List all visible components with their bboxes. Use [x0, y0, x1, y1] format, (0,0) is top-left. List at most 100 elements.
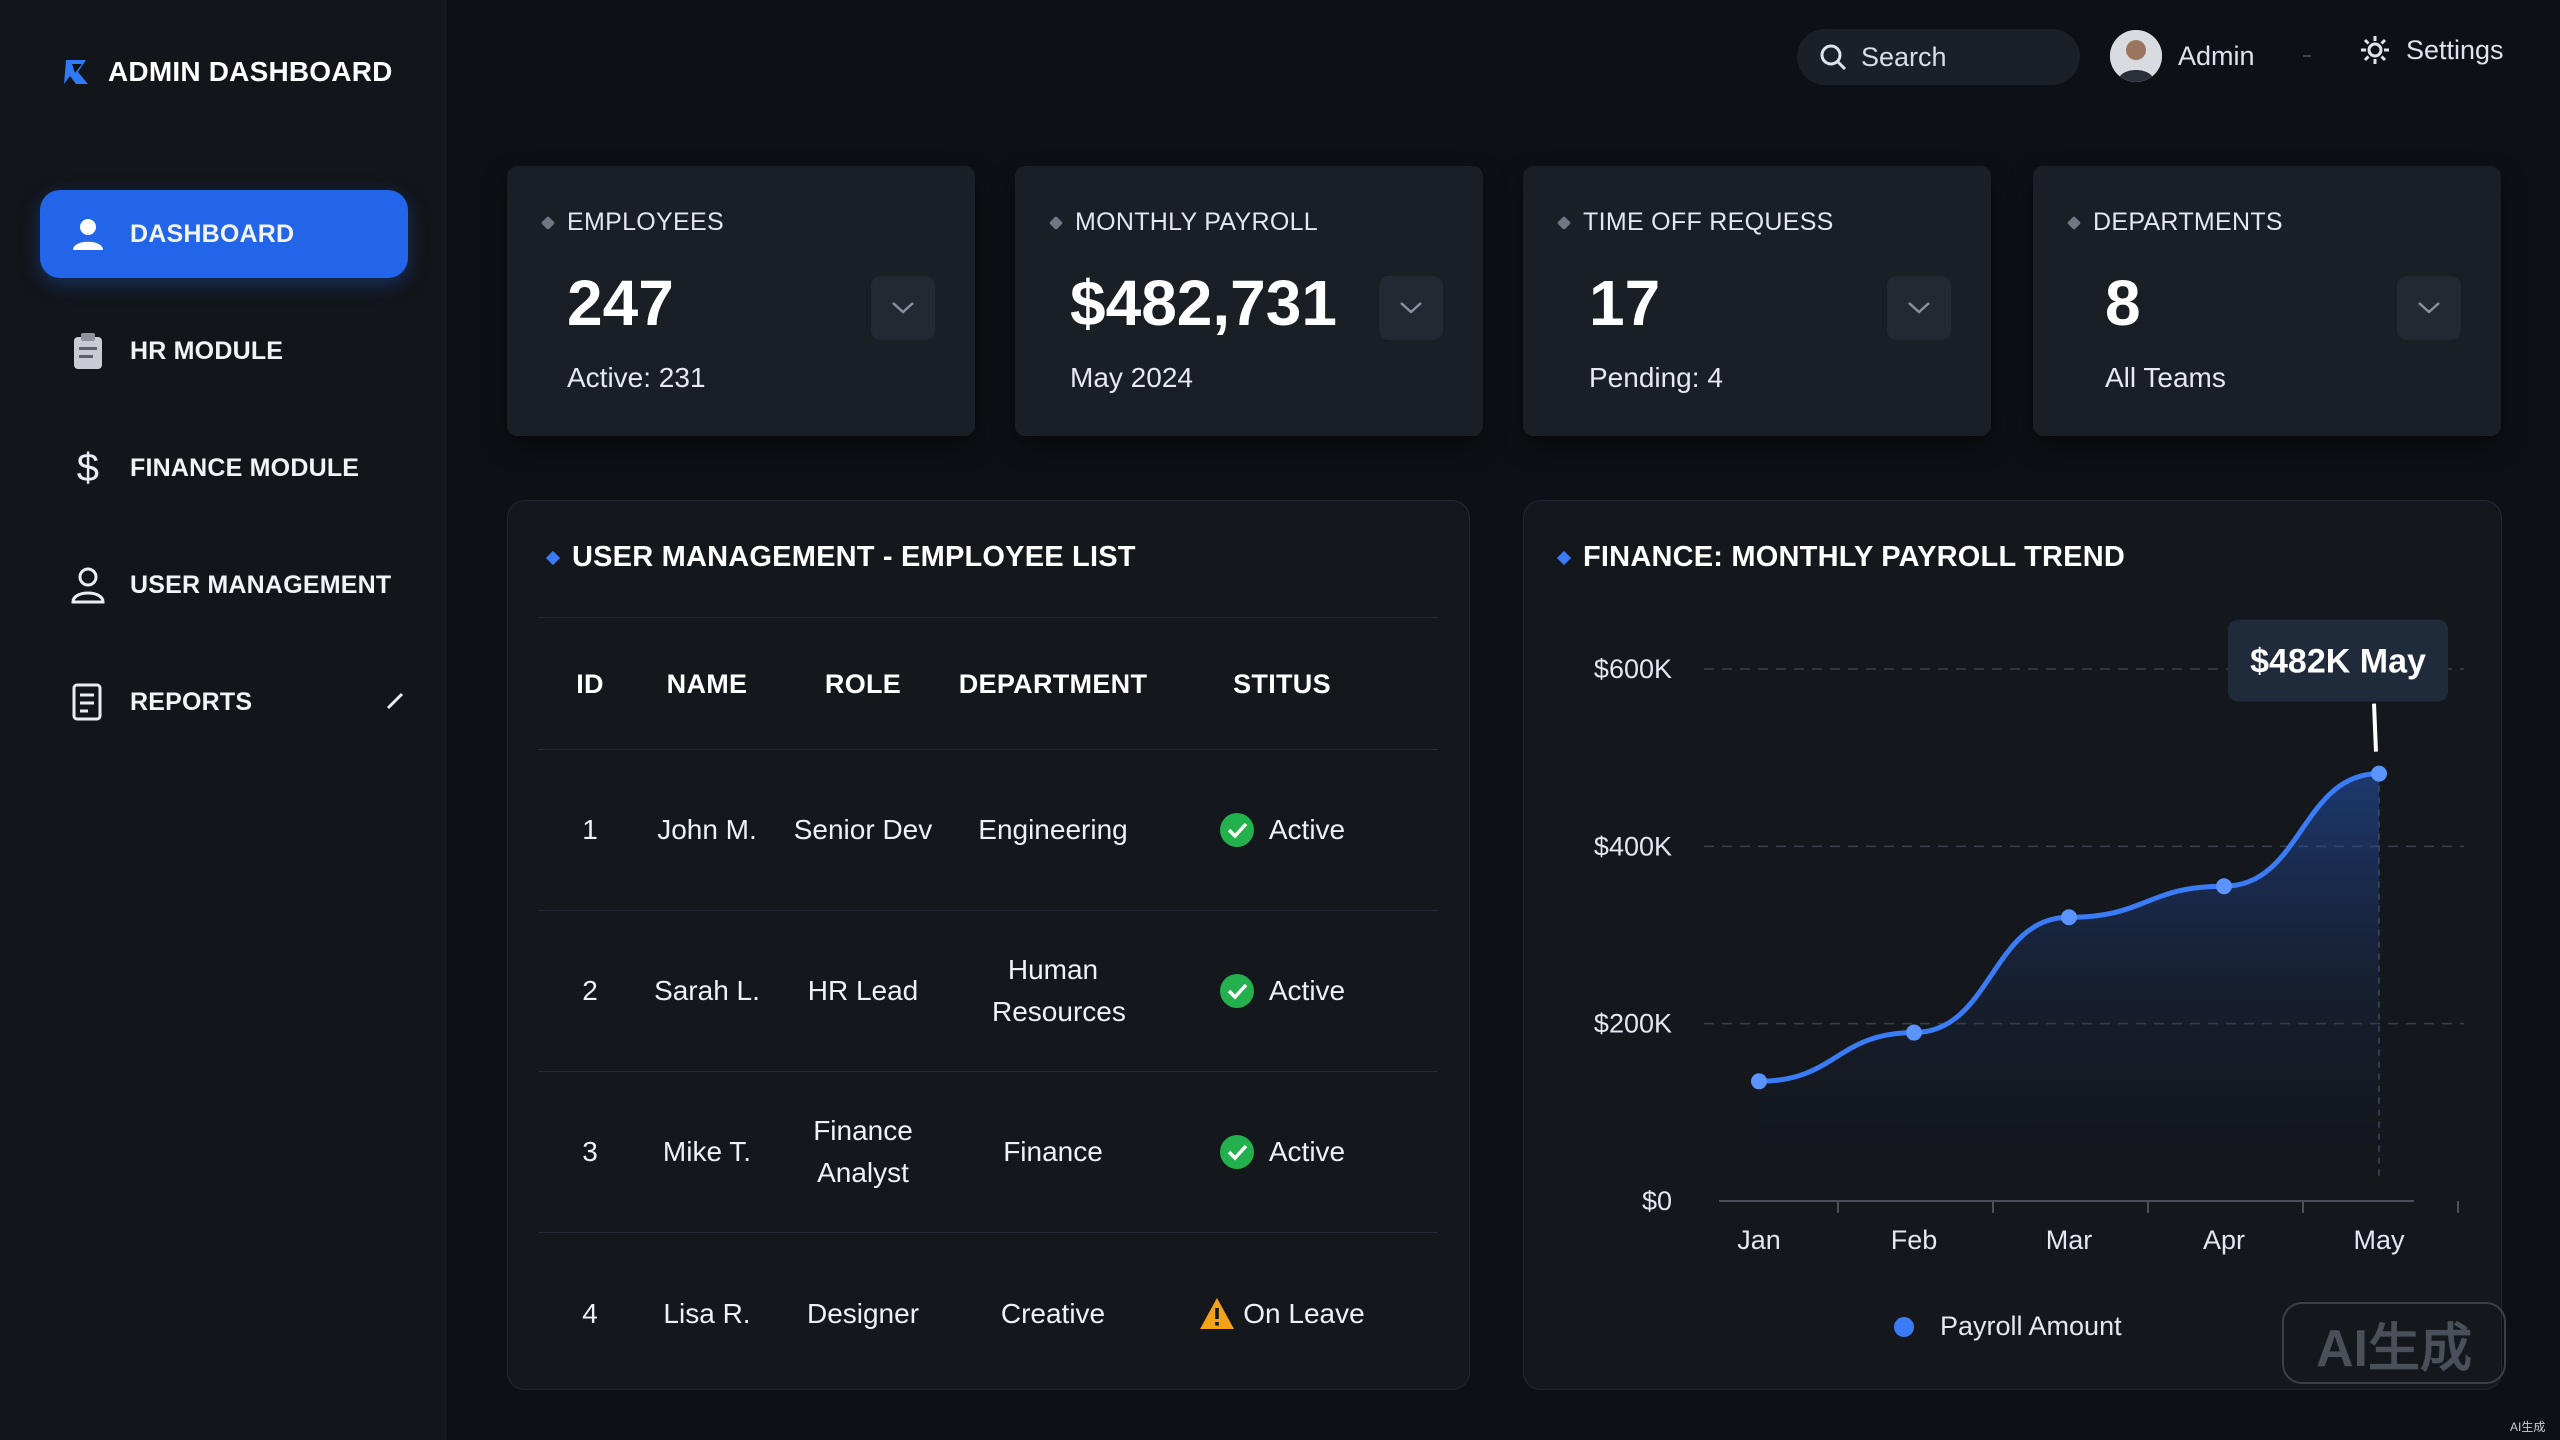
cell-name: Mike T.	[662, 1136, 752, 1167]
y-tick-label: $600K	[1594, 654, 1672, 684]
corner-watermark: AI生成	[2510, 1420, 2546, 1434]
stat-label: TIME OFF REQUESS	[1583, 208, 1834, 236]
legend-label: Payroll Amount	[1940, 1311, 2122, 1341]
cell-id: 2	[582, 975, 598, 1006]
cell-status: Active	[1152, 970, 1412, 1012]
x-tick-label: May	[2353, 1225, 2405, 1255]
annotation-pointer	[2372, 703, 2378, 752]
bullet-icon	[1048, 215, 1064, 230]
x-tick-label: Mar	[2046, 1225, 2093, 1255]
expand-button[interactable]	[871, 276, 935, 340]
cell-id: 3	[582, 1136, 598, 1167]
report-icon	[68, 682, 108, 722]
settings-icon	[2361, 36, 2389, 64]
stat-label-row: MONTHLY PAYROLL	[1048, 208, 1318, 237]
expand-button[interactable]	[1379, 276, 1443, 340]
stat-card-time-off[interactable]: TIME OFF REQUESS 17 Pending: 4	[1523, 166, 1991, 436]
cell-status: Active	[1152, 809, 1412, 851]
cell-id: 4	[582, 1297, 598, 1329]
sidebar-item-user-management[interactable]: USER MANAGEMENT	[40, 541, 408, 629]
settings-label: Settings	[2406, 34, 2504, 65]
data-point	[2061, 909, 2077, 926]
bullet-icon	[545, 550, 561, 565]
annotation-box	[2228, 619, 2448, 702]
dollar-icon: $	[76, 445, 100, 490]
topbar-divider	[2303, 55, 2311, 57]
cell-role: Senior Dev	[793, 814, 933, 845]
status-label: Active	[1268, 975, 1346, 1006]
area-fill	[1759, 773, 2379, 1201]
panel-title-row: FINANCE: MONTHLY PAYROLL TREND	[1556, 541, 2126, 574]
cell-status: Active	[1152, 1131, 1412, 1173]
chevron-down-icon	[1400, 302, 1422, 314]
column-header-status[interactable]: STITUS	[1233, 668, 1331, 699]
stat-label-row: DEPARTMENTS	[2066, 208, 2283, 237]
cell-role: Finance Analyst	[813, 1115, 913, 1188]
expand-button[interactable]	[2397, 276, 2461, 340]
stat-card-monthly-payroll[interactable]: MONTHLY PAYROLL $482,731 May 2024	[1015, 166, 1483, 436]
cell-department: Engineering	[978, 814, 1128, 845]
sidebar-item-dashboard[interactable]: DASHBOARD	[40, 190, 408, 278]
stat-sub: May 2024	[1070, 362, 1193, 393]
y-tick-label: $400K	[1594, 831, 1672, 861]
check-circle-icon	[1219, 974, 1254, 1008]
bullet-icon	[540, 215, 556, 230]
chevron-down-icon	[892, 302, 914, 314]
column-header-id[interactable]: ID	[576, 668, 604, 699]
logo-icon	[64, 60, 88, 84]
table-row[interactable]: 1 John M. Senior Dev Engineering Active	[538, 750, 1438, 911]
stat-label-row: EMPLOYEES	[540, 208, 724, 237]
user-menu[interactable]: Admin	[2110, 30, 2255, 82]
annotation-label: $482K May	[2250, 643, 2426, 681]
sidebar-item-label: REPORTS	[130, 687, 253, 716]
user-name: Admin	[2178, 40, 2255, 71]
panel-title-row: USER MANAGEMENT - EMPLOYEE LIST	[545, 541, 1136, 574]
panel-title: FINANCE: MONTHLY PAYROLL TREND	[1583, 541, 2126, 573]
user-icon	[68, 214, 108, 254]
expand-arrow-icon[interactable]	[384, 688, 408, 712]
chevron-down-icon	[2418, 302, 2440, 314]
stat-sub: Pending: 4	[1589, 362, 1723, 393]
search-icon	[1820, 44, 1847, 71]
cell-name: Lisa R.	[663, 1297, 751, 1329]
sidebar-item-finance-module[interactable]: $ FINANCE MODULE	[40, 424, 408, 512]
check-circle-icon	[1219, 1135, 1254, 1169]
cell-status: On Leave	[1152, 1293, 1412, 1335]
watermark-badge: AI生成	[2282, 1302, 2506, 1384]
table-header: ID NAME ROLE DEPARTMENT STITUS	[538, 617, 1438, 750]
stat-sub: All Teams	[2105, 362, 2226, 393]
payroll-line-chart: $0 $200K $400K $600K Jan Feb Mar Apr May $482K Ma…	[1594, 619, 2464, 1255]
stat-value: 17	[1589, 267, 1661, 339]
sidebar-item-hr-module[interactable]: HR MODULE	[40, 307, 408, 395]
clipboard-icon	[68, 331, 108, 371]
expand-button[interactable]	[1887, 276, 1951, 340]
app-logo[interactable]: ADMIN DASHBOARD	[58, 54, 393, 90]
stat-card-departments[interactable]: DEPARTMENTS 8 All Teams	[2033, 166, 2501, 436]
column-header-name[interactable]: NAME	[666, 668, 748, 699]
table-row[interactable]: 2 Sarah L. HR Lead Human Resources Activ…	[538, 911, 1438, 1072]
payroll-trend-panel: FINANCE: MONTHLY PAYROLL TREND $0 $200K $4…	[1523, 500, 2502, 1390]
sidebar-item-reports[interactable]: REPORTS	[40, 658, 408, 746]
data-point	[2216, 878, 2232, 895]
bullet-icon	[1556, 215, 1572, 230]
table-row[interactable]: 3 Mike T. Finance Analyst Finance Active	[538, 1072, 1438, 1233]
settings-button[interactable]: Settings	[2358, 33, 2504, 67]
stat-value: 8	[2105, 267, 2141, 339]
chart-legend: Payroll Amount	[1894, 1311, 2122, 1342]
stat-card-employees[interactable]: EMPLOYEES 247 Active: 231	[507, 166, 975, 436]
column-header-role[interactable]: ROLE	[824, 668, 902, 699]
sidebar-item-label: FINANCE MODULE	[130, 453, 360, 482]
y-tick-label: $0	[1642, 1186, 1672, 1216]
data-point	[2371, 765, 2387, 782]
stat-value: $482,731	[1070, 267, 1337, 339]
column-header-department[interactable]: DEPARTMENT	[958, 668, 1148, 699]
cell-role: Designer	[806, 1297, 920, 1329]
table-row[interactable]: 4 Lisa R. Designer Creative On Leave	[538, 1233, 1438, 1394]
search-input[interactable]: Search	[1797, 29, 2080, 85]
status-label: Active	[1268, 1136, 1346, 1167]
stat-label: EMPLOYEES	[567, 208, 724, 236]
x-tick-label: Feb	[1891, 1225, 1938, 1255]
search-placeholder: Search	[1861, 41, 1947, 72]
legend-swatch	[1894, 1316, 1914, 1337]
stat-sub: Active: 231	[567, 362, 706, 393]
